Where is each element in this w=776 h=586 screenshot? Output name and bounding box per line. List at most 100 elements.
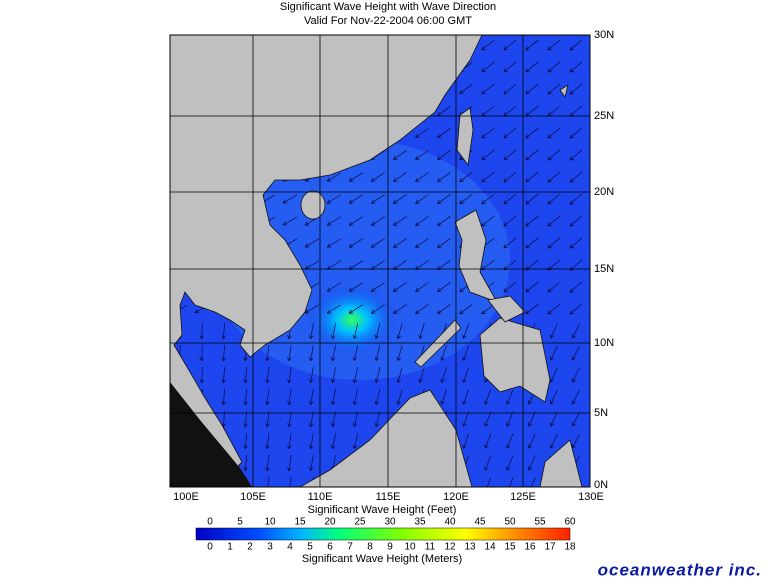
arrow <box>547 61 561 73</box>
arrow <box>440 389 447 405</box>
arrow <box>393 194 407 204</box>
arrow <box>525 237 539 249</box>
arrow <box>550 411 558 427</box>
meters-label: 12 <box>444 542 456 553</box>
arrow <box>309 455 314 472</box>
arrow <box>393 238 407 248</box>
meters-title: Significant Wave Height (Meters) <box>302 553 462 565</box>
meters-label: 15 <box>504 542 516 553</box>
arrow <box>484 433 492 449</box>
arrow <box>569 39 583 51</box>
arrow <box>506 411 514 427</box>
arrow <box>571 389 580 405</box>
arrow <box>503 215 517 227</box>
arrow <box>462 323 470 339</box>
feet-title: Significant Wave Height (Feet) <box>308 504 457 516</box>
feet-label: 0 <box>207 517 213 528</box>
arrow <box>309 367 314 384</box>
arrow <box>199 322 204 340</box>
arrow <box>289 477 292 487</box>
arrow <box>508 477 514 487</box>
feet-label: 15 <box>294 517 306 528</box>
arrow <box>525 193 539 205</box>
arrow <box>282 216 298 226</box>
arrow <box>330 411 336 428</box>
arrow <box>550 433 558 449</box>
lat-label: 15N <box>594 263 614 275</box>
lat-label: 10N <box>594 337 614 349</box>
arrow <box>525 259 539 271</box>
arrow <box>481 149 495 161</box>
arrow <box>309 411 314 428</box>
arrow <box>569 237 583 249</box>
arrow <box>528 433 536 449</box>
meters-label: 14 <box>484 542 496 553</box>
arrow <box>437 194 451 205</box>
lat-label: 5N <box>594 407 608 419</box>
meters-label: 13 <box>464 542 476 553</box>
arrow <box>525 281 539 293</box>
arrow <box>371 216 385 226</box>
arrow <box>415 216 429 226</box>
arrow <box>415 172 429 182</box>
lon-label: 120E <box>443 491 469 503</box>
arrow <box>326 282 341 292</box>
feet-label: 30 <box>384 517 396 528</box>
arrow <box>459 303 473 315</box>
arrow <box>309 323 314 340</box>
arrow <box>481 83 495 95</box>
arrow <box>506 455 514 471</box>
arrow <box>569 83 583 95</box>
arrow <box>374 345 381 362</box>
arrow <box>352 433 359 450</box>
arrow <box>437 282 451 293</box>
arrow <box>571 345 580 361</box>
arrow <box>418 323 425 339</box>
arrow <box>550 345 558 361</box>
arrow <box>221 366 226 384</box>
feet-label: 45 <box>474 517 486 528</box>
arrow <box>287 433 292 450</box>
feet-label: 5 <box>237 517 243 528</box>
meters-label: 18 <box>564 542 576 553</box>
arrow <box>265 367 270 384</box>
land <box>170 35 583 487</box>
arrow <box>481 193 495 205</box>
arrow <box>330 345 336 362</box>
meters-label: 17 <box>544 542 556 553</box>
arrow <box>309 389 314 406</box>
feet-label: 40 <box>444 517 456 528</box>
arrow <box>437 238 451 249</box>
arrow <box>503 127 517 139</box>
arrow <box>481 171 495 183</box>
arrow <box>348 238 363 248</box>
arrow <box>265 433 270 450</box>
meters-label: 3 <box>267 542 273 553</box>
lat-label: 25N <box>594 110 614 122</box>
arrow <box>330 389 336 406</box>
meters-label: 10 <box>404 542 416 553</box>
arrow <box>326 172 341 182</box>
arrow <box>569 259 583 271</box>
arrow <box>528 455 536 471</box>
lon-label: 115E <box>376 491 401 503</box>
arrow <box>396 367 403 383</box>
arrow <box>547 171 561 183</box>
arrow <box>481 215 495 227</box>
arrow <box>569 171 583 183</box>
arrow <box>282 194 298 204</box>
arrow <box>459 193 473 205</box>
arrow <box>503 39 517 51</box>
arrow <box>437 150 451 161</box>
meters-label: 4 <box>287 542 293 553</box>
arrow <box>415 128 429 138</box>
arrow <box>309 433 314 450</box>
arrow <box>371 172 385 182</box>
meters-label: 5 <box>307 542 313 553</box>
arrow <box>503 171 517 183</box>
arrow <box>265 455 270 472</box>
arrow <box>571 433 580 449</box>
title: Significant Wave Height with Wave Direct… <box>280 1 496 13</box>
arrow <box>525 171 539 183</box>
